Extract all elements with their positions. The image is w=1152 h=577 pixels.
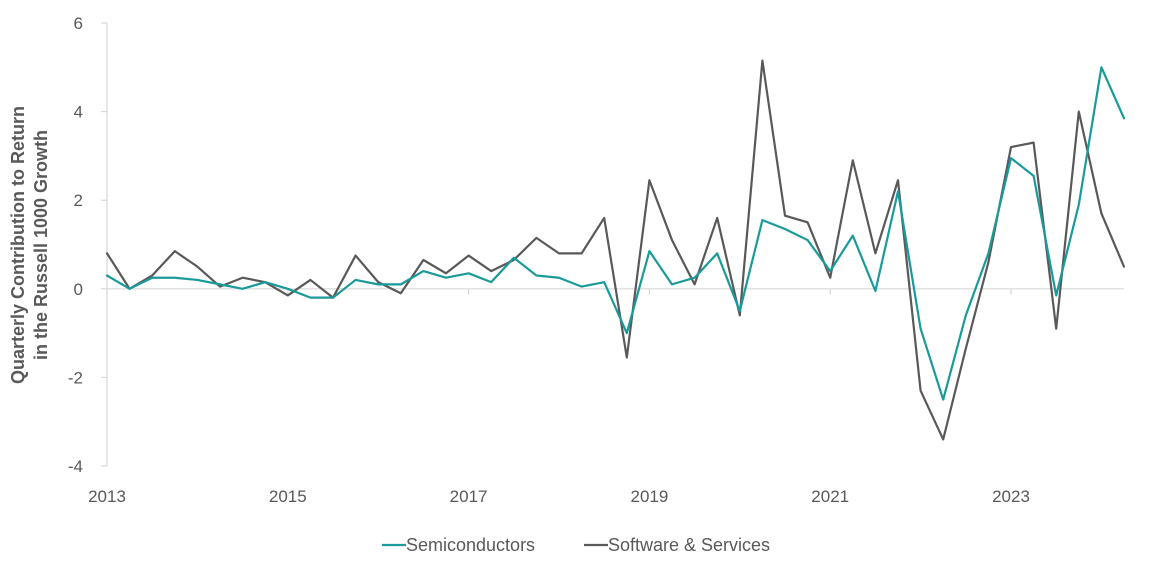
y-tick-label: 4 xyxy=(74,103,83,122)
x-tick-label: 2017 xyxy=(450,487,488,506)
y-axis-title: Quarterly Contribution to Return in the … xyxy=(8,106,51,384)
y-axis-title-line-1: Quarterly Contribution to Return xyxy=(8,106,28,384)
series-layer xyxy=(105,59,1126,441)
x-tick-label: 2019 xyxy=(630,487,668,506)
x-tick-label: 2013 xyxy=(88,487,126,506)
x-tick-label: 2015 xyxy=(269,487,307,506)
y-tick-label: -4 xyxy=(68,457,83,476)
x-tick-label: 2023 xyxy=(992,487,1030,506)
y-tick-label: 6 xyxy=(74,14,83,33)
legend-label-software-services: Software & Services xyxy=(608,535,770,555)
series-line-semiconductors xyxy=(105,66,1126,401)
legend-label-semiconductors: Semiconductors xyxy=(406,535,535,555)
y-axis-title-line-2: in the Russell 1000 Growth xyxy=(31,130,51,360)
axes: -4 -2 0 2 4 6 2013 2015 2017 2019 2021 2023 xyxy=(68,14,1124,506)
y-tick-label: -2 xyxy=(68,368,83,387)
x-tick-label: 2021 xyxy=(811,487,849,506)
y-tick-label: 0 xyxy=(74,280,83,299)
y-tick-label: 2 xyxy=(74,191,83,210)
series-line-software-services xyxy=(105,59,1126,441)
legend: Semiconductors Software & Services xyxy=(382,535,770,555)
